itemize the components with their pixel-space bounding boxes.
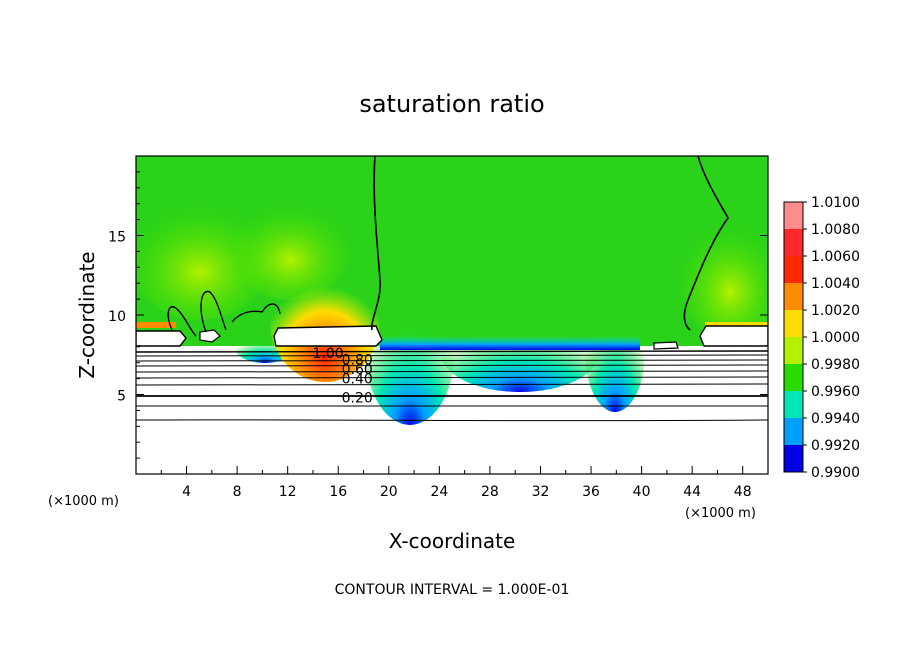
orange-strip	[136, 322, 176, 328]
x-tick-label: 12	[279, 484, 297, 500]
x-tick-label: 44	[683, 484, 701, 500]
y-axis-label: Z-coordinate	[75, 251, 99, 378]
contour-line	[683, 156, 729, 331]
lime-patch	[680, 220, 768, 340]
x-tick-label: 32	[532, 484, 550, 500]
colorbar-level-label: 1.0080	[811, 222, 860, 238]
cyan-minimum	[585, 292, 645, 412]
colorbar-level-label: 0.9940	[811, 411, 860, 427]
y-tick-label: 10	[108, 309, 126, 325]
contour-line	[136, 364, 768, 367]
x-tick-label: 48	[734, 484, 752, 500]
contour-line	[136, 405, 768, 407]
colorbar-swatch	[784, 229, 803, 256]
colorbar-level-label: 1.0100	[811, 195, 860, 211]
blue-band	[380, 336, 640, 350]
contour-line	[231, 303, 281, 323]
contour-line	[167, 306, 197, 337]
colorbar: 1.0100 1.0080 1.0060 1.0040 1.0020 1.0000 0.99…	[783, 195, 860, 481]
x-tick-label: 4	[182, 484, 191, 500]
cloud-block	[653, 341, 679, 350]
colorbar-level-label: 0.9960	[811, 384, 860, 400]
contour-line	[136, 376, 768, 379]
contour-line	[136, 394, 768, 398]
contour-label: 0.20	[342, 391, 373, 407]
cloud-block	[199, 329, 221, 343]
y-ticks: 5 10 15	[108, 171, 768, 459]
chart-title: saturation ratio	[359, 90, 544, 118]
x-tick-label: 16	[329, 484, 347, 500]
cloud-block	[273, 325, 383, 347]
x-tick-label: 24	[430, 484, 448, 500]
colorbar-swatch	[784, 391, 803, 418]
colorbar-swatch	[784, 283, 803, 310]
plot-area	[136, 156, 768, 474]
colorbar-level-label: 0.9980	[811, 357, 860, 373]
contour-label: 1.00	[313, 346, 344, 362]
colorbar-swatch	[784, 337, 803, 364]
colorbar-level-label: 1.0000	[811, 330, 860, 346]
contour-label: 0.40	[342, 372, 373, 388]
x-tick-label: 28	[481, 484, 499, 500]
contour-line	[136, 383, 768, 386]
contour-line	[136, 419, 768, 422]
contour-line	[371, 156, 381, 331]
x-axis-label: X-coordinate	[389, 529, 516, 553]
colorbar-swatch	[784, 310, 803, 337]
contour-label: 0.60	[342, 362, 373, 378]
colorbar-swatch	[784, 445, 803, 472]
orange-strip	[705, 322, 768, 327]
colorbar-swatch	[784, 202, 803, 229]
colorbar-level-label: 0.9920	[811, 438, 860, 454]
x-unit-left: (×1000 m)	[48, 494, 119, 509]
contour-line	[136, 370, 768, 373]
x-tick-label: 8	[233, 484, 242, 500]
contour-line	[200, 290, 227, 333]
cloud-block	[699, 325, 768, 347]
contour-interval-note: CONTOUR INTERVAL = 1.000E-01	[335, 582, 570, 598]
cloud-block	[136, 330, 187, 347]
contour-labels: 1.000.800.600.40 0.20	[313, 346, 373, 407]
colorbar-level-label: 1.0040	[811, 276, 860, 292]
x-tick-label: 40	[633, 484, 651, 500]
contour-label: 0.80	[342, 353, 373, 369]
colorbar-level-label: 1.0060	[811, 249, 860, 265]
colorbar-swatch	[784, 256, 803, 283]
x-tick-label: 36	[582, 484, 600, 500]
x-ticks: 4 8 12 16 20 24 28 32 36 40 44 48	[160, 466, 752, 500]
y-tick-label: 5	[117, 389, 126, 405]
colorbar-level-label: 0.9900	[811, 465, 860, 481]
y-tick-label: 15	[108, 230, 126, 246]
x-unit-right: (×1000 m)	[685, 506, 756, 521]
x-tick-label: 20	[380, 484, 398, 500]
colorbar-swatch	[784, 418, 803, 445]
colorbar-swatch	[784, 364, 803, 391]
colorbar-level-label: 1.0020	[811, 303, 860, 319]
